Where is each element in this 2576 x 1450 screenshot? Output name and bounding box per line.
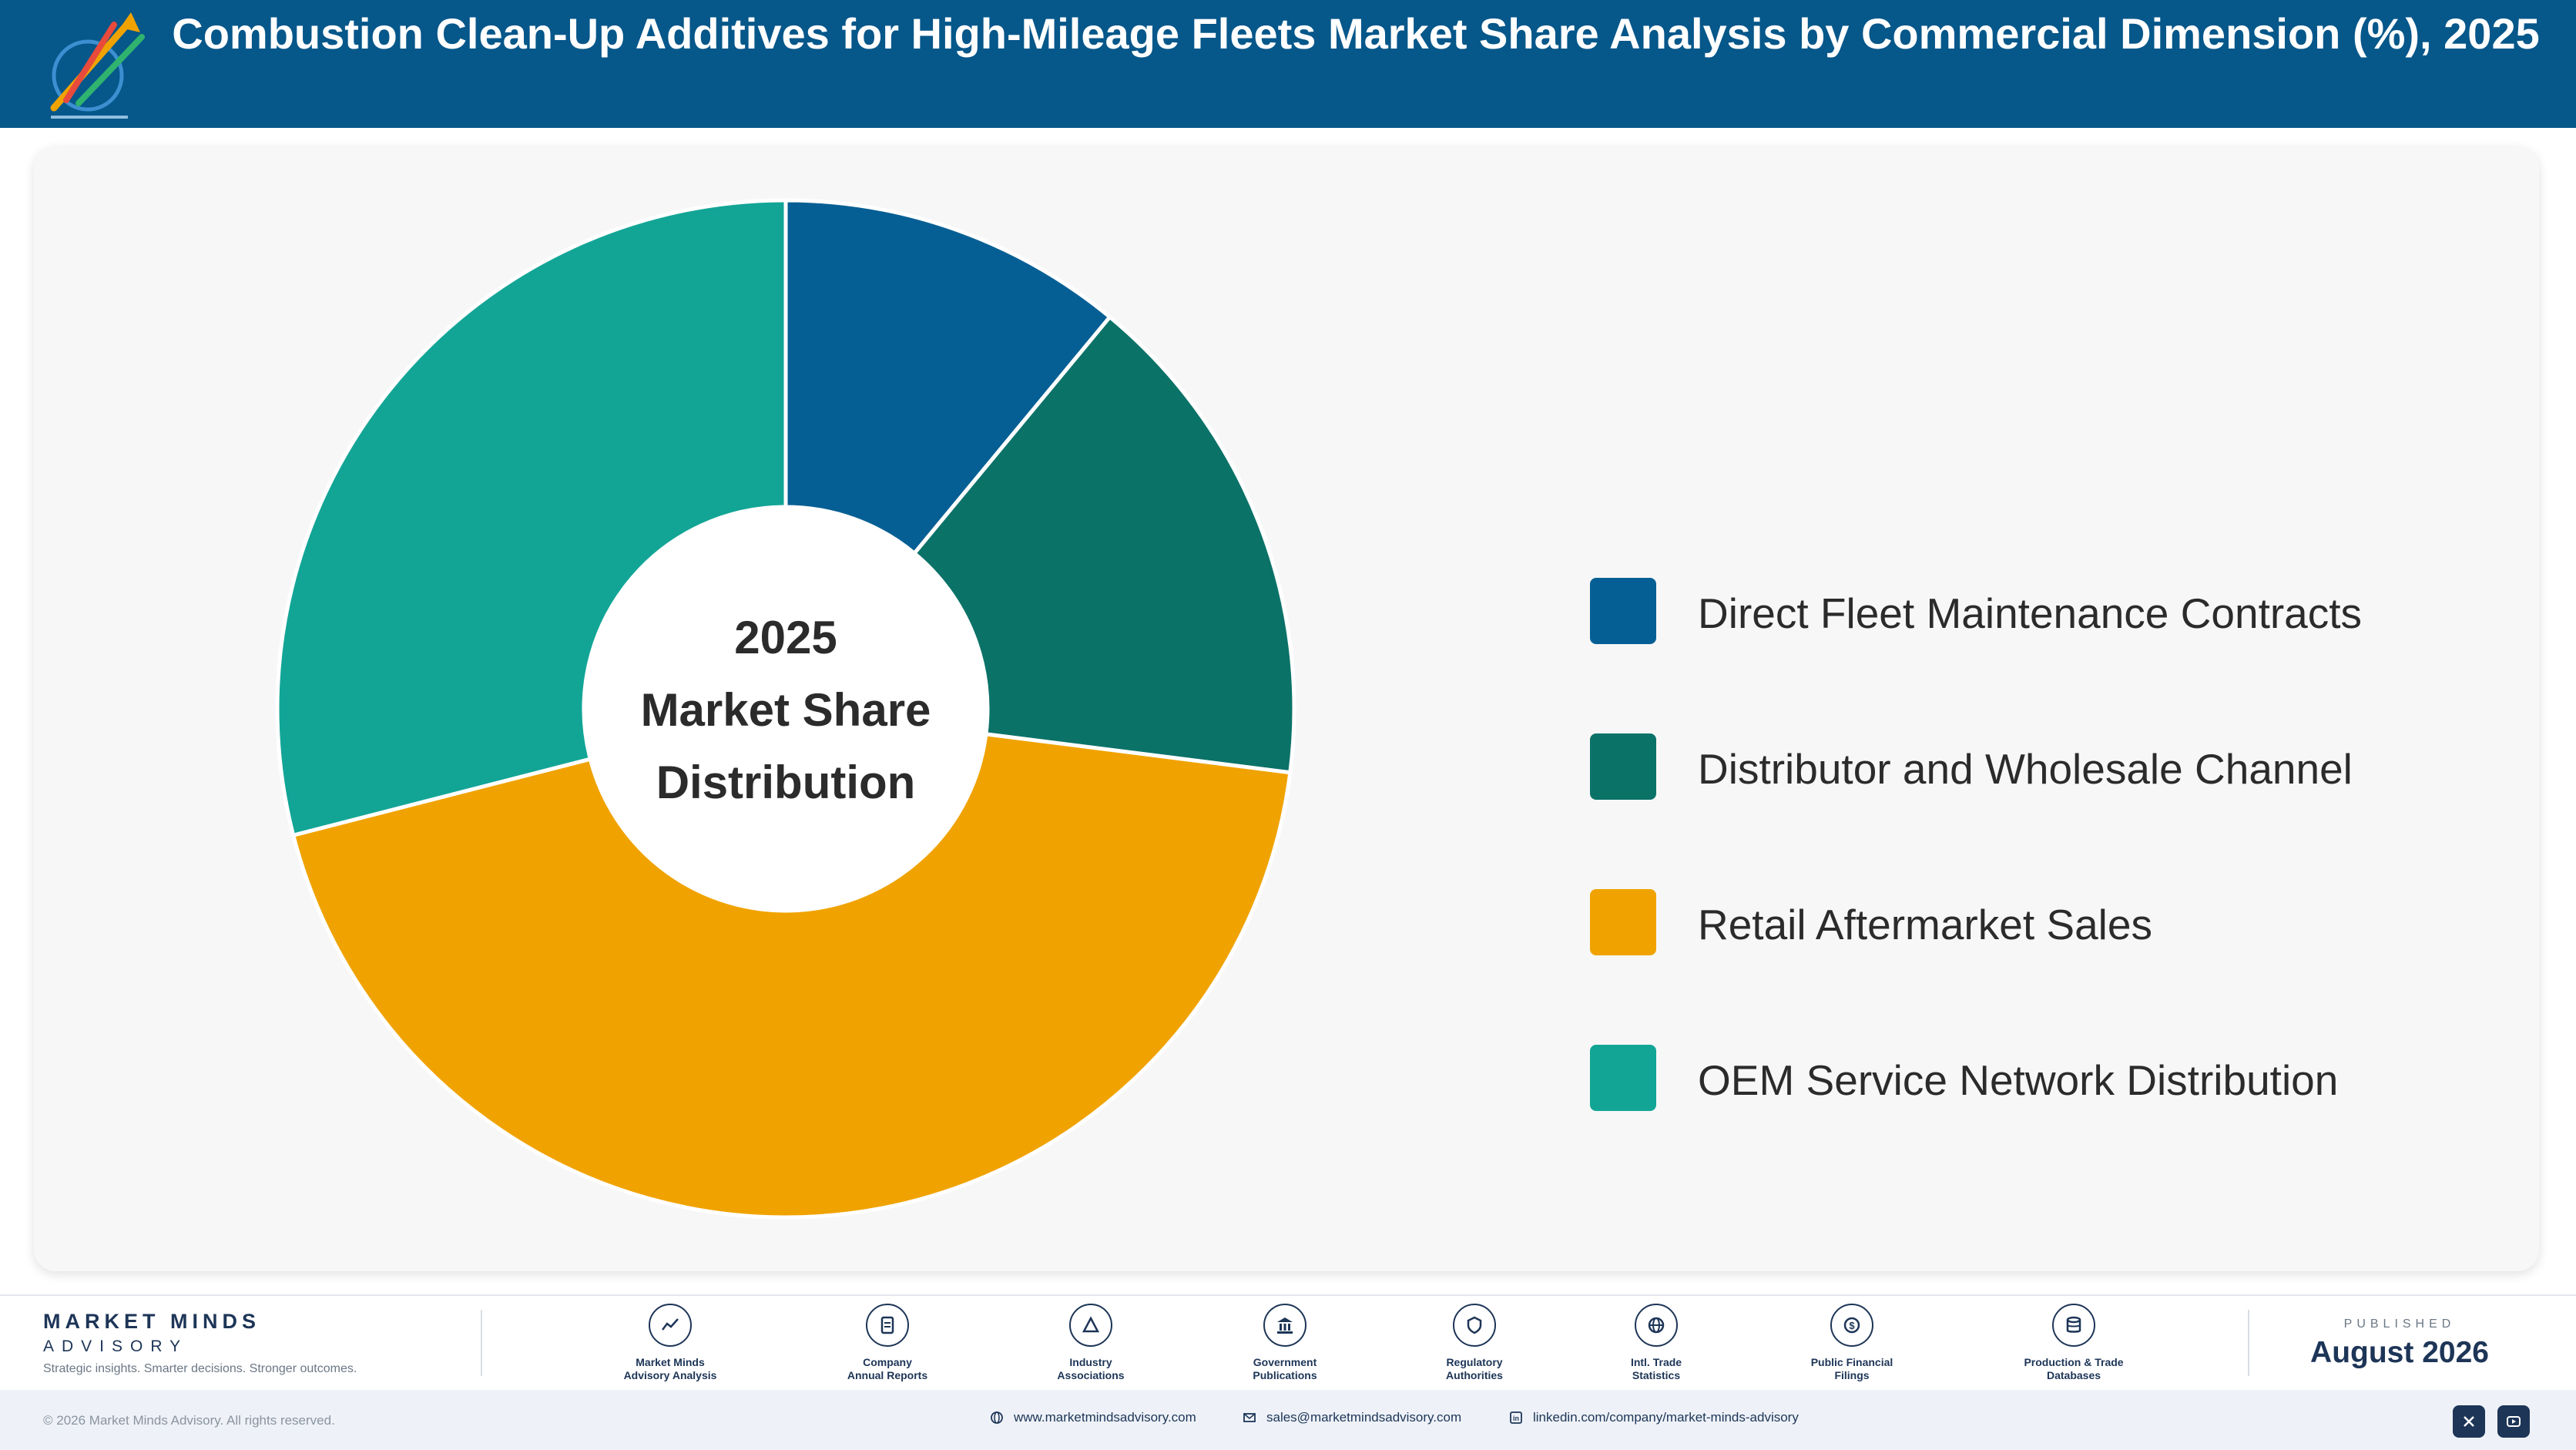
mail-icon — [1243, 1413, 1256, 1422]
divider — [481, 1310, 482, 1376]
divider — [2248, 1310, 2249, 1376]
shield-icon — [1453, 1304, 1496, 1347]
legend-label: Retail Aftermarket Sales — [1698, 901, 2152, 948]
database-icon — [2052, 1304, 2095, 1347]
company-logo — [50, 12, 145, 119]
linkedin-text: linkedin.com/company/market-minds-adviso… — [1533, 1410, 1799, 1425]
center-label: Market Share — [641, 684, 931, 736]
footer: MARKET MINDS ADVISORY Strategic insights… — [0, 1294, 2576, 1390]
donut-chart: 2025 Market Share Distribution — [275, 198, 1296, 1220]
source-item: Production & Trade Databases — [1989, 1304, 2158, 1382]
globe-icon — [991, 1411, 1003, 1424]
source-item: Market Minds Advisory Analysis — [585, 1304, 755, 1382]
globe-icon — [1635, 1304, 1678, 1347]
source-item: Government Publications — [1200, 1304, 1370, 1382]
legend-swatch — [1590, 1045, 1656, 1111]
source-label: Intl. Trade Statistics — [1630, 1356, 1682, 1381]
legend-label: Distributor and Wholesale Channel — [1698, 745, 2353, 793]
email-link[interactable]: sales@marketmindsadvisory.com — [1242, 1410, 1461, 1425]
legend-swatch — [1590, 889, 1656, 955]
linkedin-link[interactable]: in linkedin.com/company/market-minds-adv… — [1508, 1410, 1799, 1425]
brand-subtitle: ADVISORY — [43, 1338, 189, 1355]
brand-name: MARKET MINDS — [43, 1310, 260, 1333]
header-bar: Combustion Clean-Up Additives for High-M… — [0, 0, 2576, 128]
published-date: August 2026 — [2310, 1336, 2489, 1369]
copyright: © 2026 Market Minds Advisory. All rights… — [43, 1413, 335, 1428]
source-item: Industry Associations — [1006, 1304, 1176, 1382]
donut-slice — [783, 198, 1113, 556]
bank-icon — [1263, 1304, 1306, 1347]
legend-label: Direct Fleet Maintenance Contracts — [1698, 589, 2363, 637]
legend-swatch — [1590, 578, 1656, 644]
source-item: $ Public Financial Filings — [1767, 1304, 1937, 1382]
center-label: 2025 — [734, 612, 837, 663]
chart-line-icon — [649, 1304, 692, 1347]
donut-hole — [584, 507, 988, 911]
linkedin-icon: in — [1510, 1411, 1522, 1424]
source-label: Production & Trade Databases — [2024, 1356, 2124, 1381]
dollar-icon: $ — [1830, 1304, 1873, 1347]
source-label: Market Minds Advisory Analysis — [623, 1356, 717, 1381]
website-link[interactable]: www.marketmindsadvisory.com — [989, 1410, 1196, 1425]
source-item: Intl. Trade Statistics — [1571, 1304, 1741, 1382]
legend-swatch — [1590, 733, 1656, 800]
email-text: sales@marketmindsadvisory.com — [1266, 1410, 1462, 1425]
published-label: PUBLISHED — [2343, 1317, 2456, 1331]
website-text: www.marketmindsadvisory.com — [1014, 1410, 1196, 1425]
youtube-icon — [2507, 1416, 2521, 1427]
svg-text:in: in — [1513, 1415, 1519, 1422]
source-label: Industry Associations — [1057, 1356, 1125, 1381]
source-label: Regulatory Authorities — [1446, 1356, 1503, 1381]
source-label: Public Financial Filings — [1810, 1356, 1893, 1381]
source-label: Government Publications — [1253, 1356, 1317, 1381]
youtube-social-button[interactable] — [2497, 1405, 2530, 1438]
page-title: Combustion Clean-Up Additives for High-M… — [172, 9, 2540, 58]
center-label: Distribution — [656, 757, 916, 808]
document-icon — [866, 1304, 909, 1347]
network-icon — [1069, 1304, 1112, 1347]
x-icon — [2464, 1416, 2474, 1427]
bottom-bar: © 2026 Market Minds Advisory. All rights… — [0, 1390, 2576, 1450]
chart-card: 2025 Market Share Distribution Direct Flee… — [34, 146, 2539, 1271]
legend-label: OEM Service Network Distribution — [1698, 1056, 2339, 1104]
x-social-button[interactable] — [2453, 1405, 2485, 1438]
source-item: Regulatory Authorities — [1390, 1304, 1559, 1382]
brand-tagline: Strategic insights. Smarter decisions. S… — [43, 1362, 357, 1375]
source-item: Company Annual Reports — [803, 1304, 972, 1382]
source-label: Company Annual Reports — [847, 1356, 928, 1381]
svg-text:$: $ — [1849, 1320, 1855, 1331]
